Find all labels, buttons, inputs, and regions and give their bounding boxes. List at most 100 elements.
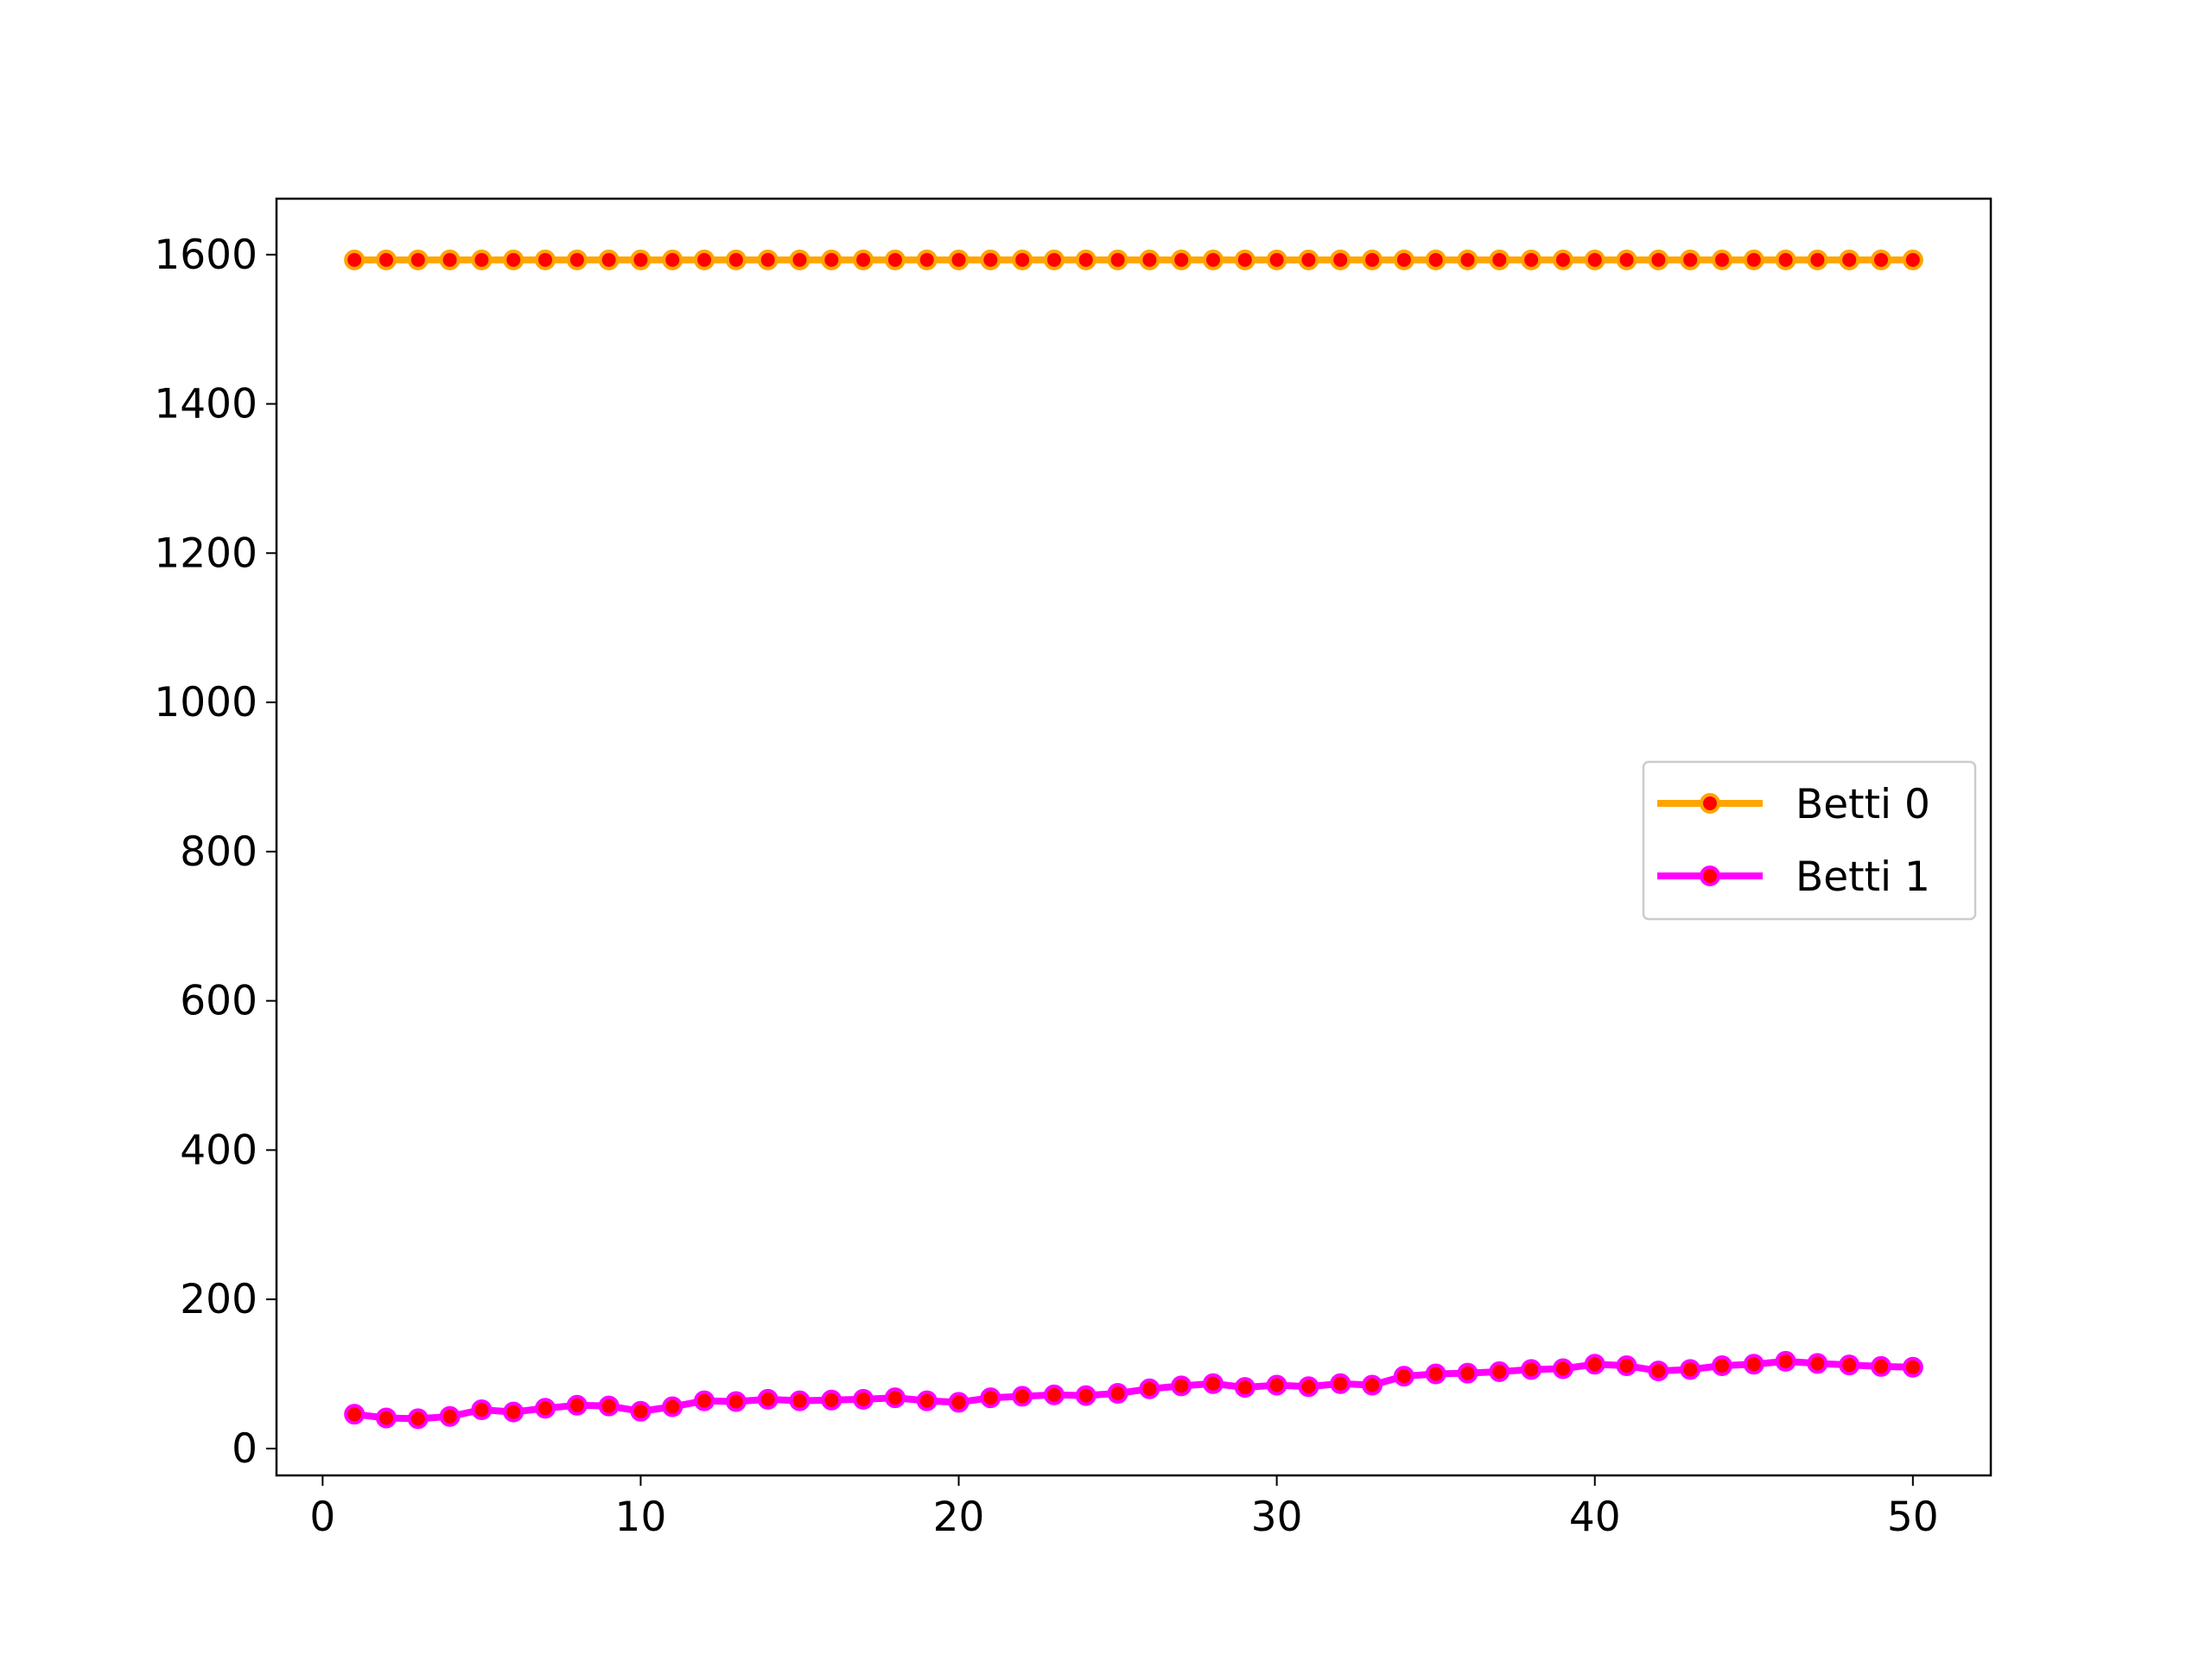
data-point [1616,249,1637,270]
data-point [789,1390,810,1411]
y-tick-label: 600 [180,978,257,1025]
series-layer [344,249,1923,1430]
data-point [1775,1350,1796,1372]
data-point [1584,249,1605,270]
y-tick-label: 200 [180,1276,257,1323]
data-point [1743,249,1764,270]
data-point [1362,249,1383,270]
data-point [1139,1378,1160,1399]
ticks-layer: 0 10 20 30 40 50 0 200 400 600 800 1000 1200 1400 1600 [154,232,1938,1541]
data-point [1234,1377,1255,1399]
data-point [471,1399,493,1420]
legend-label: Betti 0 [1796,781,1930,828]
data-point [1807,249,1828,270]
data-point [1425,249,1446,270]
y-tick-label: 800 [180,828,257,876]
data-point [344,249,365,270]
data-point [1521,1359,1542,1380]
x-tick-label: 40 [1569,1494,1621,1541]
data-point [725,249,747,270]
x-tick-label: 30 [1251,1494,1303,1541]
data-point [1043,249,1065,270]
data-point [1298,249,1319,270]
series-betti-0 [344,249,1923,270]
x-tick-label: 20 [933,1494,985,1541]
data-point [1234,249,1255,270]
data-point [1330,1373,1351,1394]
y-tick-label: 400 [180,1126,257,1174]
data-point [916,249,938,270]
data-point [439,249,461,270]
y-tick-label: 1200 [154,530,257,577]
data-point [407,249,429,270]
data-point [1107,1382,1128,1404]
data-point [757,249,779,270]
data-point [1584,1354,1605,1375]
data-point [853,249,874,270]
data-point [471,249,493,270]
data-point [1298,1376,1319,1398]
data-point [662,1396,683,1418]
data-point [1648,249,1669,270]
data-point [1393,249,1414,270]
data-point [535,249,556,270]
y-tick-label: 1600 [154,232,257,279]
data-point [948,1392,969,1413]
data-point [1489,1361,1510,1382]
data-point [694,1390,715,1411]
data-point [1425,1363,1446,1385]
data-point [1711,249,1732,270]
data-point [630,1400,652,1422]
data-point [1680,249,1701,270]
data-point [1362,1374,1383,1396]
x-tick-label: 10 [615,1494,667,1541]
data-point [1330,249,1351,270]
data-point [1552,1358,1573,1380]
data-point [884,1387,906,1409]
data-point [375,249,397,270]
data-point [884,249,906,270]
data-point [853,1388,874,1410]
data-point [694,249,715,270]
data-point [630,249,652,270]
data-point [662,249,683,270]
data-point [439,1405,461,1427]
data-point [1012,1386,1033,1407]
series-betti-1 [344,1350,1923,1430]
data-point [1871,1355,1892,1377]
data-point [1743,1354,1764,1375]
y-tick-label: 0 [232,1425,257,1473]
data-point [1171,1375,1192,1397]
data-point [598,249,620,270]
y-tick-label: 1400 [154,381,257,428]
data-point [1807,1353,1828,1374]
data-point [503,1401,524,1423]
data-point [948,249,969,270]
data-point [1266,1374,1287,1396]
data-point [757,1388,779,1410]
data-point [821,249,842,270]
data-point [980,249,1001,270]
data-point [503,249,524,270]
data-point [1616,1355,1637,1377]
data-point [566,1394,588,1416]
data-point [1012,249,1033,270]
data-point [1489,249,1510,270]
data-point [1139,249,1160,270]
data-point [1711,1355,1732,1377]
data-point [916,1390,938,1411]
data-point [344,1404,365,1425]
data-point [789,249,810,270]
data-point [1075,249,1096,270]
plot-frame [275,197,1993,1477]
data-point [1266,249,1287,270]
data-point [821,1389,842,1411]
data-point [1171,249,1192,270]
legend-marker [1700,793,1720,814]
data-point [1393,1366,1414,1387]
data-point [725,1391,747,1412]
data-point [1902,249,1923,270]
data-point [407,1408,429,1430]
